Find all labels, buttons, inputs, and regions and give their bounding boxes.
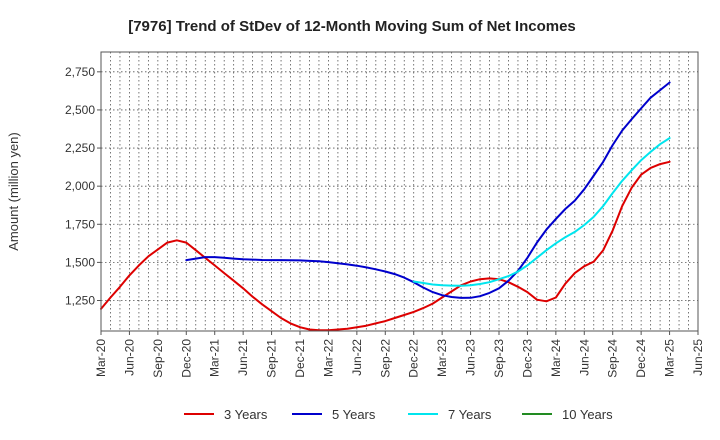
grid-lines (101, 52, 698, 331)
y-tick-label: 1,250 (65, 294, 95, 308)
legend-label-3: 7 Years (448, 407, 492, 422)
y-axis-ticks: 1,250 1,500 1,750 2,000 2,250 2,500 2,750 (65, 65, 101, 308)
x-tick-label: Dec-23 (520, 339, 534, 378)
x-tick-label: Mar-20 (94, 339, 108, 377)
x-tick-label: Jun-22 (350, 339, 364, 376)
x-tick-label: Jun-23 (464, 339, 478, 376)
legend-label-2: 5 Years (332, 407, 376, 422)
x-tick-label: Jun-21 (236, 339, 250, 376)
series-line-1 (100, 160, 671, 332)
y-tick-label: 2,500 (65, 103, 95, 117)
series-line-2 (185, 81, 671, 299)
x-tick-label: Mar-25 (663, 339, 677, 377)
x-tick-label: Sep-24 (606, 339, 620, 378)
x-tick-label: Dec-24 (634, 339, 648, 378)
x-tick-label: Sep-20 (151, 339, 165, 378)
x-tick-label: Jun-25 (691, 339, 705, 376)
x-tick-label: Jun-24 (577, 339, 591, 376)
series-lines (100, 81, 671, 332)
series-line-3 (412, 137, 671, 287)
x-tick-label: Dec-22 (407, 339, 421, 378)
y-tick-label: 2,250 (65, 141, 95, 155)
x-tick-label: Sep-21 (265, 339, 279, 378)
legend-label-4: 10 Years (562, 407, 613, 422)
x-tick-label: Mar-24 (549, 339, 563, 377)
plot-frame (100, 51, 699, 332)
x-tick-label: Sep-22 (378, 339, 392, 378)
chart-title: [7976] Trend of StDev of 12-Month Moving… (128, 18, 576, 35)
x-axis-ticks: Mar-20 Jun-20 Sep-20 Dec-20 Mar-21 Jun-21 Sep-… (94, 331, 705, 378)
x-tick-label: Sep-23 (492, 339, 506, 378)
y-tick-label: 1,500 (65, 255, 95, 269)
x-tick-label: Mar-22 (321, 339, 335, 377)
y-tick-label: 1,750 (65, 217, 95, 231)
x-tick-label: Mar-23 (435, 339, 449, 377)
y-tick-label: 2,000 (65, 179, 95, 193)
legend-label-1: 3 Years (224, 407, 268, 422)
legend: 3 Years 5 Years 7 Years 10 Years (184, 407, 613, 422)
x-tick-label: Jun-20 (122, 339, 136, 376)
y-tick-label: 2,750 (65, 65, 95, 79)
y-axis-label: Amount (million yen) (6, 132, 21, 251)
x-tick-label: Mar-21 (208, 339, 222, 377)
x-tick-label: Dec-20 (179, 339, 193, 378)
x-tick-label: Dec-21 (293, 339, 307, 378)
